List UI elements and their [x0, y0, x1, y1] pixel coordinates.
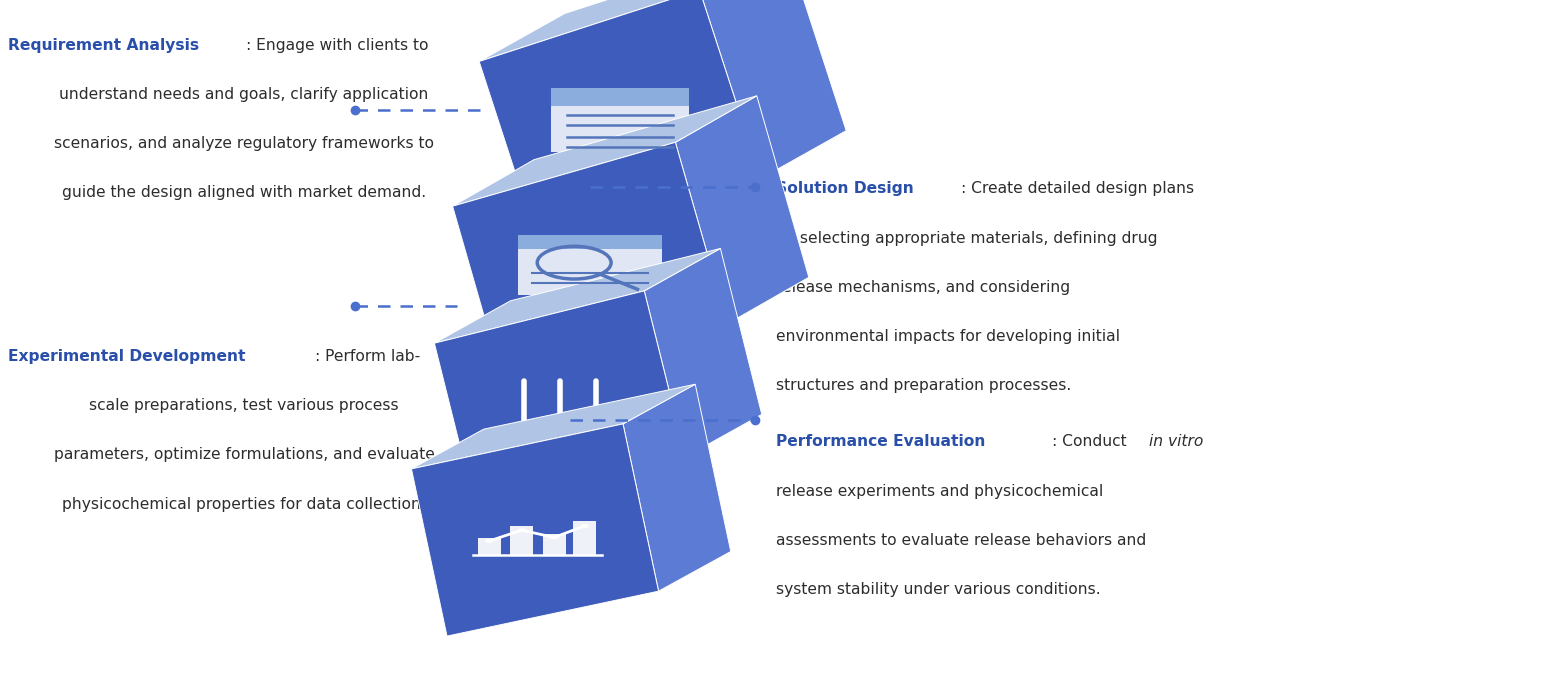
Polygon shape [411, 424, 658, 636]
Text: : Create detailed design plans: : Create detailed design plans [961, 181, 1194, 196]
Text: guide the design aligned with market demand.: guide the design aligned with market dem… [62, 185, 426, 200]
Polygon shape [700, 0, 847, 179]
Bar [552, 88, 689, 152]
Text: assessments to evaluate release behaviors and: assessments to evaluate release behavior… [776, 533, 1146, 548]
Circle shape [545, 422, 575, 436]
Circle shape [508, 422, 539, 436]
Text: : Perform lab-: : Perform lab- [315, 349, 420, 364]
Text: understand needs and goals, clarify application: understand needs and goals, clarify appl… [59, 87, 430, 102]
Text: : Conduct: : Conduct [1052, 434, 1131, 449]
Polygon shape [644, 248, 762, 457]
Bar [552, 88, 689, 106]
Text: release experiments and physicochemical: release experiments and physicochemical [776, 484, 1103, 499]
Text: scale preparations, test various process: scale preparations, test various process [90, 398, 399, 413]
Text: : Engage with clients to: : Engage with clients to [246, 38, 428, 53]
Polygon shape [453, 96, 757, 206]
Bar [518, 235, 661, 249]
Polygon shape [411, 384, 695, 469]
Text: in vitro: in vitro [1149, 434, 1204, 449]
Bar [477, 538, 501, 555]
Circle shape [581, 422, 612, 436]
Text: parameters, optimize formulations, and evaluate: parameters, optimize formulations, and e… [54, 447, 434, 462]
Polygon shape [623, 384, 731, 591]
Polygon shape [434, 248, 720, 343]
Text: system stability under various conditions.: system stability under various condition… [776, 582, 1100, 597]
Text: environmental impacts for developing initial: environmental impacts for developing ini… [776, 329, 1120, 344]
Text: Solution Design: Solution Design [776, 181, 913, 196]
Text: Requirement Analysis: Requirement Analysis [8, 38, 199, 53]
Text: structures and preparation processes.: structures and preparation processes. [776, 378, 1071, 393]
Polygon shape [479, 0, 785, 62]
Text: by selecting appropriate materials, defining drug: by selecting appropriate materials, defi… [776, 231, 1157, 246]
Bar [542, 534, 565, 555]
Text: release mechanisms, and considering: release mechanisms, and considering [776, 280, 1069, 295]
Circle shape [485, 539, 493, 543]
Bar [518, 235, 661, 295]
Polygon shape [453, 142, 728, 388]
Circle shape [518, 528, 525, 532]
Text: Performance Evaluation: Performance Evaluation [776, 434, 986, 449]
Circle shape [550, 536, 558, 539]
Polygon shape [479, 0, 760, 250]
Bar [510, 526, 533, 555]
Circle shape [581, 524, 589, 528]
Text: physicochemical properties for data collection.: physicochemical properties for data coll… [62, 497, 426, 512]
Polygon shape [434, 291, 686, 509]
Bar [573, 521, 596, 555]
Polygon shape [675, 96, 810, 324]
Text: Experimental Development: Experimental Development [8, 349, 246, 364]
Text: scenarios, and analyze regulatory frameworks to: scenarios, and analyze regulatory framew… [54, 136, 434, 151]
